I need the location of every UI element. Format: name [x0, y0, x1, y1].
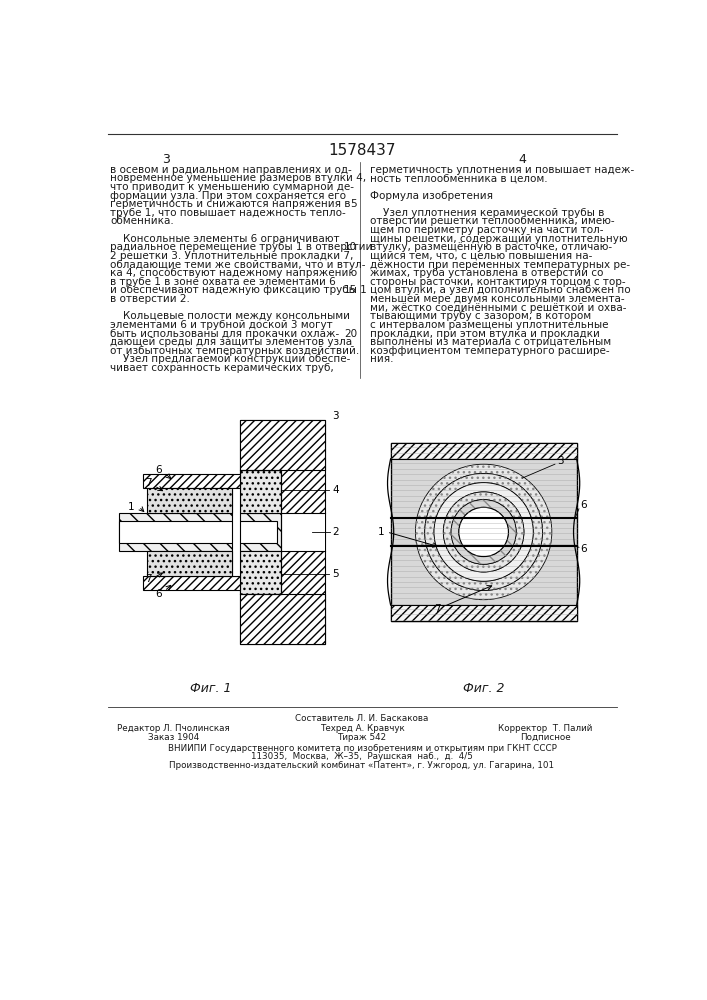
Polygon shape	[240, 470, 281, 594]
Text: формации узла. При этом сохраняется его: формации узла. При этом сохраняется его	[110, 191, 346, 201]
Text: Корректор  Т. Палий: Корректор Т. Палий	[498, 724, 592, 733]
Polygon shape	[143, 474, 240, 488]
Text: меньшей мере двумя консольными элемента-: меньшей мере двумя консольными элемента-	[370, 294, 624, 304]
Polygon shape	[391, 605, 577, 620]
Polygon shape	[119, 521, 276, 543]
Text: ность теплообменника в целом.: ность теплообменника в целом.	[370, 173, 547, 183]
Text: от избыточных температурных воздействий.: от избыточных температурных воздействий.	[110, 346, 359, 356]
Text: втулку, размещённую в расточке, отличаю-: втулку, размещённую в расточке, отличаю-	[370, 242, 612, 252]
Text: в трубе 1 в зоне охвата ее элементами 6: в трубе 1 в зоне охвата ее элементами 6	[110, 277, 336, 287]
Text: герметичность и снижаются напряжения в: герметичность и снижаются напряжения в	[110, 199, 351, 209]
Text: с интервалом размещены уплотнительные: с интервалом размещены уплотнительные	[370, 320, 608, 330]
Text: быть использованы для прокачки охлаж-: быть использованы для прокачки охлаж-	[110, 329, 339, 339]
Polygon shape	[240, 594, 325, 644]
Text: Заказ 1904: Заказ 1904	[148, 733, 199, 742]
Text: 3: 3	[162, 153, 170, 166]
Text: 6: 6	[580, 500, 587, 510]
Wedge shape	[443, 492, 524, 572]
Text: в осевом и радиальном направлениях и од-: в осевом и радиальном направлениях и од-	[110, 165, 352, 175]
Text: радиальное перемещение трубы 1 в отверстии: радиальное перемещение трубы 1 в отверст…	[110, 242, 373, 252]
Text: 4: 4	[332, 485, 339, 495]
Text: тывающими трубу с зазором; в котором: тывающими трубу с зазором; в котором	[370, 311, 591, 321]
Text: Узел уплотнения керамической трубы в: Узел уплотнения керамической трубы в	[370, 208, 604, 218]
Text: жимах, труба установлена в отверстии со: жимах, труба установлена в отверстии со	[370, 268, 603, 278]
Wedge shape	[416, 464, 552, 600]
Text: 4: 4	[518, 153, 526, 166]
Text: 5: 5	[351, 199, 357, 209]
Text: ка 4, способствуют надежному напряжению: ка 4, способствуют надежному напряжению	[110, 268, 357, 278]
Text: щем по периметру расточку на части тол-: щем по периметру расточку на части тол-	[370, 225, 603, 235]
Wedge shape	[451, 500, 516, 564]
Polygon shape	[146, 551, 232, 576]
Text: что приводит к уменьшению суммарной де-: что приводит к уменьшению суммарной де-	[110, 182, 354, 192]
Polygon shape	[281, 513, 325, 551]
Text: Подписное: Подписное	[520, 733, 571, 742]
Circle shape	[459, 507, 508, 557]
Text: 3: 3	[332, 411, 339, 421]
Polygon shape	[391, 443, 577, 459]
Text: 7: 7	[434, 604, 440, 614]
Wedge shape	[425, 473, 542, 590]
Text: 7: 7	[146, 574, 152, 584]
Text: стороны расточки, контактируя торцом с тор-: стороны расточки, контактируя торцом с т…	[370, 277, 625, 287]
Text: Кольцевые полости между консольными: Кольцевые полости между консольными	[110, 311, 350, 321]
Text: цом втулки, а узел дополнительно снабжен по: цом втулки, а узел дополнительно снабжен…	[370, 285, 631, 295]
Polygon shape	[240, 551, 281, 594]
Text: Тираж 542: Тираж 542	[337, 733, 387, 742]
Text: Производственно-издательский комбинат «Патент», г. Ужгород, ул. Гагарина, 101: Производственно-издательский комбинат «П…	[170, 761, 554, 770]
Text: 6: 6	[155, 589, 161, 599]
Text: 7: 7	[146, 478, 152, 488]
Polygon shape	[146, 488, 232, 513]
Text: 6: 6	[580, 544, 587, 554]
Polygon shape	[143, 576, 240, 590]
Text: 1578437: 1578437	[328, 143, 396, 158]
Text: ми, жёстко соединёнными с решёткой и охва-: ми, жёстко соединёнными с решёткой и охв…	[370, 303, 626, 313]
Text: 15: 15	[344, 285, 357, 295]
Text: Формула изобретения: Формула изобретения	[370, 191, 493, 201]
Text: 1: 1	[128, 502, 134, 512]
Text: Составитель Л. И. Баскакова: Составитель Л. И. Баскакова	[296, 714, 428, 723]
Text: Фиг. 1: Фиг. 1	[190, 682, 232, 695]
Text: 1: 1	[378, 527, 385, 537]
Text: дающей среды для защиты элементов узла: дающей среды для защиты элементов узла	[110, 337, 352, 347]
Text: щийся тем, что, с целью повышения на-: щийся тем, что, с целью повышения на-	[370, 251, 592, 261]
Text: ния.: ния.	[370, 354, 393, 364]
Polygon shape	[240, 420, 325, 470]
Text: 3: 3	[557, 456, 564, 466]
Text: коэффициентом температурного расшире-: коэффициентом температурного расшире-	[370, 346, 609, 356]
Polygon shape	[240, 470, 281, 513]
Polygon shape	[240, 420, 325, 644]
Text: обменника.: обменника.	[110, 216, 174, 226]
Text: в отверстии 2.: в отверстии 2.	[110, 294, 190, 304]
Text: 10: 10	[344, 242, 357, 252]
Text: 20: 20	[344, 329, 357, 339]
Text: новременное уменьшение размеров втулки 4,: новременное уменьшение размеров втулки 4…	[110, 173, 366, 183]
Wedge shape	[434, 483, 533, 581]
Text: щины решетки, содержащий уплотнительную: щины решетки, содержащий уплотнительную	[370, 234, 627, 244]
Text: Узел предлагаемой конструкции обеспе-: Узел предлагаемой конструкции обеспе-	[110, 354, 351, 364]
Polygon shape	[232, 488, 240, 576]
Text: элементами 6 и трубной доской 3 могут: элементами 6 и трубной доской 3 могут	[110, 320, 333, 330]
Text: ВНИИПИ Государственного комитета по изобретениям и открытиям при ГКНТ СССР: ВНИИПИ Государственного комитета по изоб…	[168, 744, 556, 753]
Polygon shape	[391, 443, 577, 620]
Text: Консольные элементы 6 ограничивают: Консольные элементы 6 ограничивают	[110, 234, 339, 244]
Text: герметичность уплотнения и повышает надеж-: герметичность уплотнения и повышает наде…	[370, 165, 634, 175]
Text: 2: 2	[332, 527, 339, 537]
Text: Редактор Л. Пчолинская: Редактор Л. Пчолинская	[117, 724, 230, 733]
Text: 6: 6	[155, 465, 161, 475]
Text: дёжности при переменных температурных ре-: дёжности при переменных температурных ре…	[370, 260, 630, 270]
Text: Фиг. 2: Фиг. 2	[463, 682, 504, 695]
Polygon shape	[119, 513, 281, 551]
Text: отверстии решетки теплообменника, имею-: отверстии решетки теплообменника, имею-	[370, 216, 614, 226]
Text: трубе 1, что повышает надежность тепло-: трубе 1, что повышает надежность тепло-	[110, 208, 346, 218]
Text: 113035,  Москва,  Ж–35,  Раушская  наб.,  д.  4/5: 113035, Москва, Ж–35, Раушская наб., д. …	[251, 752, 473, 761]
Text: 5: 5	[332, 569, 339, 579]
Text: выполнены из материала с отрицательным: выполнены из материала с отрицательным	[370, 337, 611, 347]
Text: обладающие теми же свойствами, что и втул-: обладающие теми же свойствами, что и вту…	[110, 260, 366, 270]
Text: прокладки, при этом втулка и прокладки: прокладки, при этом втулка и прокладки	[370, 329, 600, 339]
Text: и обеспечивают надежную фиксацию трубы 1: и обеспечивают надежную фиксацию трубы 1	[110, 285, 367, 295]
Text: Техред А. Кравчук: Техред А. Кравчук	[320, 724, 404, 733]
Text: чивает сохранность керамических труб,: чивает сохранность керамических труб,	[110, 363, 334, 373]
Text: 2 решетки 3. Уплотнительные прокладки 7,: 2 решетки 3. Уплотнительные прокладки 7,	[110, 251, 354, 261]
